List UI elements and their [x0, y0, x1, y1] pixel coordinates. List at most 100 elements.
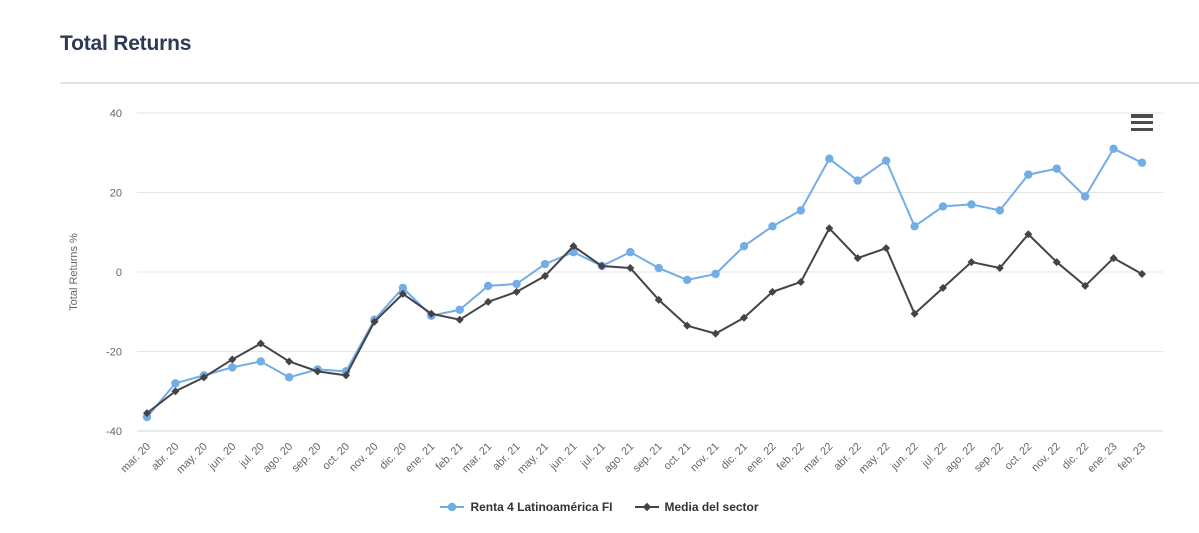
- data-point-marker[interactable]: [1024, 170, 1033, 179]
- data-point-marker[interactable]: [1109, 144, 1118, 153]
- data-point-marker[interactable]: [1081, 281, 1090, 290]
- data-point-marker[interactable]: [569, 247, 578, 257]
- data-point-marker[interactable]: [825, 224, 834, 233]
- data-point-marker[interactable]: [455, 315, 464, 324]
- chart-context-menu-button[interactable]: [1131, 114, 1155, 131]
- x-axis-tick-label: ene. 21: [403, 441, 437, 475]
- x-axis-tick-label: ene. 22: [744, 441, 778, 475]
- x-axis-tick-label: ago. 20: [261, 441, 295, 475]
- data-point-marker[interactable]: [199, 373, 208, 382]
- data-point-marker[interactable]: [740, 313, 748, 322]
- data-point-marker[interactable]: [853, 176, 862, 185]
- data-point-marker[interactable]: [711, 329, 720, 338]
- title-divider: [60, 82, 1199, 84]
- x-axis-tick-label: mar. 20: [119, 441, 153, 475]
- data-point-marker[interactable]: [910, 309, 919, 318]
- data-point-marker[interactable]: [284, 373, 294, 382]
- data-point-marker[interactable]: [512, 287, 521, 296]
- x-axis-tick-label: feb. 23: [1116, 441, 1148, 473]
- data-point-marker[interactable]: [1080, 192, 1090, 201]
- x-axis-tick-label: ago. 22: [943, 441, 977, 475]
- data-point-marker[interactable]: [796, 206, 806, 215]
- x-axis-tick-label: nov. 22: [1029, 441, 1062, 474]
- data-point-marker[interactable]: [455, 305, 464, 314]
- data-point-marker[interactable]: [313, 367, 322, 376]
- legend-marker-circle-icon: [440, 502, 465, 512]
- data-point-marker[interactable]: [938, 202, 948, 211]
- x-axis-tick-label: ene. 23: [1085, 441, 1119, 475]
- x-axis-tick-label: mar. 22: [801, 441, 835, 475]
- data-point-marker[interactable]: [1024, 230, 1033, 239]
- legend-item-renta-4-latinoamerica[interactable]: Renta 4 Latinoamérica FI: [440, 500, 613, 514]
- data-point-marker[interactable]: [1052, 258, 1061, 267]
- data-point-marker[interactable]: [626, 247, 635, 257]
- y-axis-tick-label: 20: [110, 188, 122, 200]
- x-axis-tick-label: sep. 22: [972, 441, 1006, 475]
- data-point-marker[interactable]: [143, 409, 151, 418]
- x-axis-tick-label: oct. 21: [661, 441, 693, 473]
- data-point-marker[interactable]: [597, 262, 606, 271]
- chart-legend: Renta 4 Latinoamérica FI Media del secto…: [0, 500, 1199, 514]
- data-point-marker[interactable]: [825, 154, 834, 163]
- data-point-marker[interactable]: [881, 156, 891, 165]
- data-point-marker[interactable]: [228, 363, 237, 372]
- data-point-marker[interactable]: [995, 206, 1005, 215]
- data-point-marker[interactable]: [512, 279, 521, 289]
- data-point-marker[interactable]: [1138, 269, 1146, 278]
- data-point-marker[interactable]: [939, 283, 947, 292]
- data-point-marker[interactable]: [967, 200, 976, 209]
- x-axis-tick-label: sep. 20: [290, 441, 324, 475]
- data-point-marker[interactable]: [768, 287, 777, 296]
- x-axis-tick-label: oct. 22: [1003, 441, 1035, 473]
- x-axis-tick-label: nov. 21: [688, 441, 721, 474]
- x-axis-tick-label: may. 20: [174, 441, 210, 477]
- data-point-marker[interactable]: [739, 241, 749, 251]
- y-axis-tick-label: -40: [106, 426, 122, 438]
- data-point-marker[interactable]: [683, 321, 692, 330]
- data-point-marker[interactable]: [569, 242, 578, 251]
- data-point-marker[interactable]: [285, 357, 294, 366]
- data-point-marker[interactable]: [256, 357, 265, 366]
- x-axis-tick-label: jun. 21: [547, 441, 580, 474]
- data-point-marker[interactable]: [654, 263, 663, 273]
- data-point-marker[interactable]: [483, 281, 493, 291]
- x-axis-tick-label: mar. 21: [460, 441, 494, 475]
- x-axis-tick-label: jun. 22: [888, 441, 921, 474]
- data-point-marker[interactable]: [967, 258, 976, 267]
- total-returns-chart: 40 20 0 -20 -40 Total Returns % mar. 20 abr. 20…: [0, 95, 1199, 533]
- data-point-marker[interactable]: [654, 295, 663, 304]
- data-point-marker[interactable]: [370, 317, 379, 326]
- hamburger-icon-bar: [1131, 120, 1153, 125]
- data-point-marker[interactable]: [540, 259, 550, 269]
- data-point-marker[interactable]: [1109, 254, 1118, 263]
- data-point-marker[interactable]: [910, 222, 919, 231]
- data-point-marker[interactable]: [853, 254, 862, 263]
- data-point-marker[interactable]: [171, 379, 180, 388]
- data-point-marker[interactable]: [711, 269, 720, 279]
- data-point-marker[interactable]: [626, 264, 635, 273]
- data-point-marker[interactable]: [796, 277, 805, 286]
- legend-item-media-del-sector[interactable]: Media del sector: [634, 500, 759, 514]
- y-axis-tick-label: -20: [106, 347, 122, 359]
- data-point-marker[interactable]: [398, 283, 408, 293]
- data-point-marker[interactable]: [995, 264, 1004, 273]
- hamburger-icon-bar: [1131, 127, 1153, 131]
- data-point-marker[interactable]: [171, 387, 180, 396]
- data-point-marker[interactable]: [256, 339, 265, 348]
- data-point-marker[interactable]: [427, 309, 436, 318]
- data-point-marker[interactable]: [228, 355, 237, 364]
- data-point-marker[interactable]: [342, 371, 350, 380]
- data-point-marker[interactable]: [484, 297, 493, 306]
- data-point-marker[interactable]: [398, 289, 407, 298]
- data-point-marker[interactable]: [682, 275, 692, 285]
- data-point-marker[interactable]: [882, 244, 891, 253]
- legend-label-media-del-sector: Media del sector: [664, 500, 759, 514]
- data-point-marker[interactable]: [1137, 158, 1147, 167]
- data-point-marker[interactable]: [768, 222, 777, 231]
- x-axis-tick-label: sep. 21: [631, 441, 665, 475]
- data-point-marker[interactable]: [1052, 164, 1061, 173]
- data-point-marker[interactable]: [541, 271, 549, 280]
- legend-marker-shape: [642, 502, 651, 512]
